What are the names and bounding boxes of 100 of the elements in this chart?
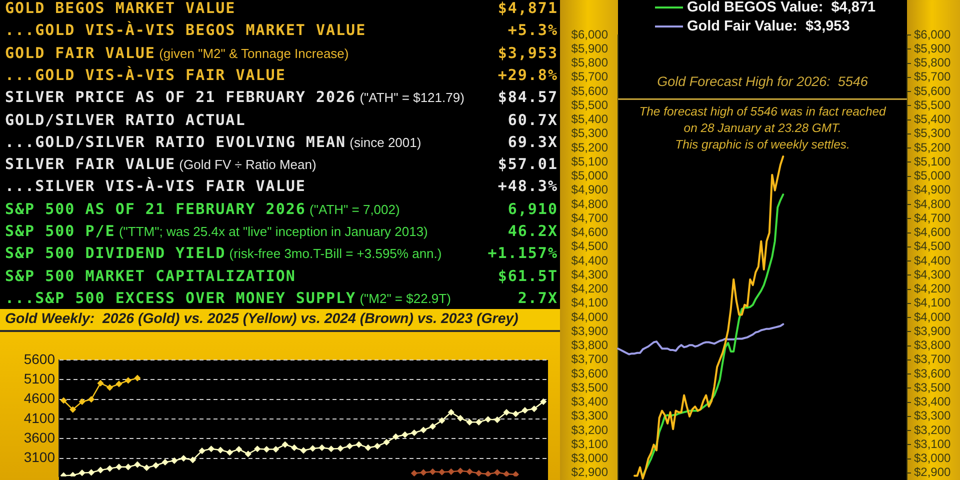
category-label: ...SILVER VIS-À-VIS FAIR VALUE xyxy=(5,177,306,196)
y2-tick-label: $6,000 xyxy=(914,27,952,42)
y-tick-label: $3,000 xyxy=(571,451,608,466)
point xyxy=(457,468,464,474)
y2-tick-label: $3,700 xyxy=(914,352,952,366)
category-label: GOLD FAIR VALUE (given "M2" & Tonnage Increase) xyxy=(5,44,349,62)
y-tick-label: 5100 xyxy=(24,370,56,387)
y2-tick-label: $4,300 xyxy=(914,267,952,282)
y-tick-label: $4,000 xyxy=(571,310,608,324)
y-tick-label: $5,800 xyxy=(571,56,608,70)
text: $3,953 xyxy=(498,44,558,62)
point xyxy=(484,470,492,476)
category-label: ...GOLD VIS-À-VIS BEGOS MARKET VALUE xyxy=(5,21,366,40)
point xyxy=(438,468,445,476)
point xyxy=(217,446,224,454)
point xyxy=(78,398,86,405)
y2-tick-label: $3,200 xyxy=(914,422,952,437)
point xyxy=(310,445,316,452)
y2-tick-label: $4,500 xyxy=(914,239,952,254)
point xyxy=(540,398,546,405)
text: 69.3X xyxy=(508,132,558,151)
point xyxy=(512,410,519,417)
y2-tick-label: $4,400 xyxy=(914,253,952,268)
text: $57.01 xyxy=(498,155,558,174)
chart-title: Gold Weekly: 2026 (Gold) vs. 2025 (Yellow) vs. 2024 (Brown) vs. 2023 (Grey) xyxy=(5,311,518,328)
point xyxy=(88,469,94,476)
y2-tick-label: $4,700 xyxy=(914,210,952,225)
point xyxy=(291,444,298,451)
point xyxy=(466,419,473,426)
category-label: ...GOLD VIS-À-VIS FAIR VALUE xyxy=(5,66,286,84)
category-label: ...S&P 500 EXCESS OVER MONEY SUPPLY ("M2" = $22.9T) xyxy=(5,288,451,307)
category-label: S&P 500 AS OF 21 FEBRUARY 2026 ("ATH" = 7,002) xyxy=(5,200,400,218)
y-tick-label: 3100 xyxy=(24,449,56,466)
point xyxy=(411,430,418,436)
y2-tick-label: $4,000 xyxy=(914,310,952,324)
text: $4,871 xyxy=(498,0,558,17)
point xyxy=(190,456,196,463)
y-tick-label: 5600 xyxy=(24,350,56,367)
point xyxy=(106,465,113,472)
y2-tick-label: $4,200 xyxy=(914,282,952,296)
point xyxy=(263,446,270,452)
point xyxy=(411,470,418,476)
point xyxy=(466,468,473,475)
point xyxy=(328,446,334,452)
point xyxy=(180,455,187,462)
point xyxy=(226,449,233,456)
y-tick-label: $3,100 xyxy=(571,436,608,451)
point xyxy=(457,415,464,422)
y-tick-label: $4,700 xyxy=(571,210,608,225)
text: 2.7X xyxy=(518,288,558,307)
point xyxy=(337,445,344,452)
point xyxy=(245,450,252,458)
y-tick-label: $3,600 xyxy=(571,366,608,380)
point xyxy=(476,470,482,476)
point xyxy=(448,409,454,416)
text: +5.3% xyxy=(508,21,558,40)
point xyxy=(134,462,141,468)
point xyxy=(254,446,260,452)
point xyxy=(402,432,408,438)
y-tick-label: $4,100 xyxy=(571,296,608,310)
y2-tick-label: $3,400 xyxy=(914,394,952,409)
category-label: ...GOLD/SILVER RATIO EVOLVING MEAN (since 2001) xyxy=(5,132,422,151)
y2-tick-label: $3,100 xyxy=(914,436,952,451)
point xyxy=(171,458,178,464)
y-tick-label: $3,700 xyxy=(571,352,608,366)
y2-tick-label: $5,400 xyxy=(914,112,952,126)
category-label: SILVER FAIR VALUE (Gold FV ÷ Ratio Mean) xyxy=(5,155,316,174)
y-tick-label: $4,900 xyxy=(571,182,608,197)
legend-label: Gold BEGOS Value: $4,871 xyxy=(687,0,876,16)
y2-tick-label: $5,700 xyxy=(914,70,952,84)
point xyxy=(162,459,168,466)
point xyxy=(420,426,427,434)
point xyxy=(60,397,67,404)
point xyxy=(272,446,279,452)
point xyxy=(78,470,86,476)
y-tick-label: $4,300 xyxy=(571,267,608,282)
y2-tick-label: $3,900 xyxy=(914,324,952,338)
category-label: GOLD BEGOS MARKET VALUE xyxy=(5,0,236,17)
y-tick-label: $5,100 xyxy=(571,154,608,168)
y-tick-label: $3,300 xyxy=(571,408,608,423)
text: +48.3% xyxy=(498,177,558,196)
category-label: S&P 500 MARKET CAPITALIZATION xyxy=(5,266,296,285)
point xyxy=(134,374,141,382)
point xyxy=(144,464,150,471)
y-tick-label: $5,400 xyxy=(571,112,608,126)
y2-tick-label: $3,800 xyxy=(914,338,952,352)
point xyxy=(531,406,538,412)
text: +1.157% xyxy=(488,244,558,262)
y-tick-label: 3600 xyxy=(24,430,56,446)
y2-tick-label: $4,800 xyxy=(914,196,952,211)
point xyxy=(448,468,454,475)
point xyxy=(484,416,492,422)
y-tick-label: $3,400 xyxy=(571,394,608,409)
ref-line-label: Gold Forecast High for 2026: 5546 xyxy=(657,74,868,89)
y-tick-label: $5,900 xyxy=(571,41,608,56)
point xyxy=(494,416,500,423)
y-tick-label: $5,600 xyxy=(571,84,608,98)
y-tick-label: $3,900 xyxy=(571,324,608,338)
y-tick-label: $5,000 xyxy=(571,168,608,183)
category-label: S&P 500 P/E ("TTM"; was 25.4x at "live" inception in January 2013) xyxy=(5,222,428,240)
